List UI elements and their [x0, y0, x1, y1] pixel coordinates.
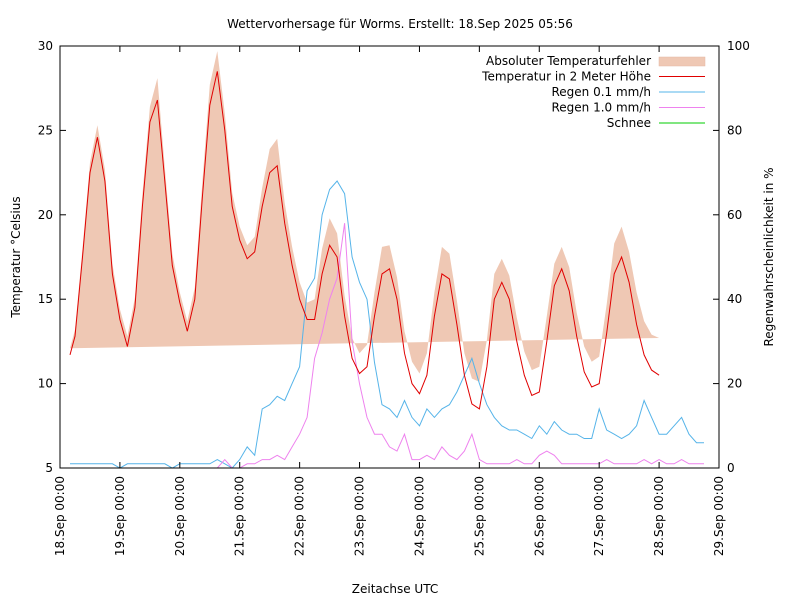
series-line-regen-0-1-mm-h: [70, 180, 704, 469]
y-tick-label: 20: [38, 208, 53, 222]
y-axis-label: Temperatur °Celsius: [9, 196, 23, 318]
error-band-layer: [70, 51, 660, 382]
legend-label: Temperatur in 2 Meter Höhe: [481, 70, 651, 84]
x-tick-label: 24.Sep 00:00: [412, 476, 426, 556]
y-tick-label: 10: [38, 377, 53, 391]
y2-axis-label: Regenwahrscheinlichkeit in %: [762, 167, 776, 346]
y2-tick-label: 60: [727, 208, 742, 222]
y2-tick-label: 20: [727, 377, 742, 391]
y2-tick-label: 80: [727, 123, 742, 137]
legend-label: Regen 1.0 mm/h: [551, 101, 651, 115]
x-axis: 18.Sep 00:00 19.Sep 00:00 20.Sep 00:00 21.S…: [53, 46, 726, 556]
x-tick-label: 29.Sep 00:00: [712, 476, 726, 556]
x-tick-label: 23.Sep 00:00: [353, 476, 367, 556]
x-axis-label: Zeitachse UTC: [352, 582, 438, 596]
x-tick-label: 25.Sep 00:00: [472, 476, 486, 556]
y-tick-label: 15: [38, 292, 53, 306]
x-tick-label: 19.Sep 00:00: [113, 476, 127, 556]
legend-label: Regen 0.1 mm/h: [551, 85, 651, 99]
x-tick-label: 18.Sep 00:00: [53, 476, 67, 556]
x-tick-label: 27.Sep 00:00: [592, 476, 606, 556]
y-axis-left: 5 10 15 20 25 30: [38, 39, 66, 475]
temperature-error-band: [70, 51, 660, 382]
x-tick-label: 22.Sep 00:00: [293, 476, 307, 556]
chart-title: Wettervorhersage für Worms. Erstellt: 18…: [227, 17, 573, 31]
x-tick-label: 20.Sep 00:00: [173, 476, 187, 556]
x-tick-label: 28.Sep 00:00: [652, 476, 666, 556]
y2-tick-label: 40: [727, 292, 742, 306]
legend-label: Schnee: [607, 116, 651, 130]
y-axis-right: 0 20 40 60 80 100: [713, 39, 750, 475]
series-line-temperatur-in-2-meter-h-he: [69, 71, 660, 410]
y2-tick-label: 100: [727, 39, 750, 53]
y2-tick-label: 0: [727, 461, 735, 475]
y-tick-label: 5: [45, 461, 53, 475]
legend-label: Absoluter Temperaturfehler: [486, 54, 651, 68]
x-tick-label: 26.Sep 00:00: [532, 476, 546, 556]
x-tick-label: 21.Sep 00:00: [233, 476, 247, 556]
y-tick-label: 30: [38, 39, 53, 53]
plot-frame: [59, 45, 720, 469]
legend: Absoluter Temperaturfehler Temperatur in …: [481, 54, 706, 130]
y-tick-label: 25: [38, 123, 53, 137]
legend-swatch-band: [658, 56, 706, 67]
